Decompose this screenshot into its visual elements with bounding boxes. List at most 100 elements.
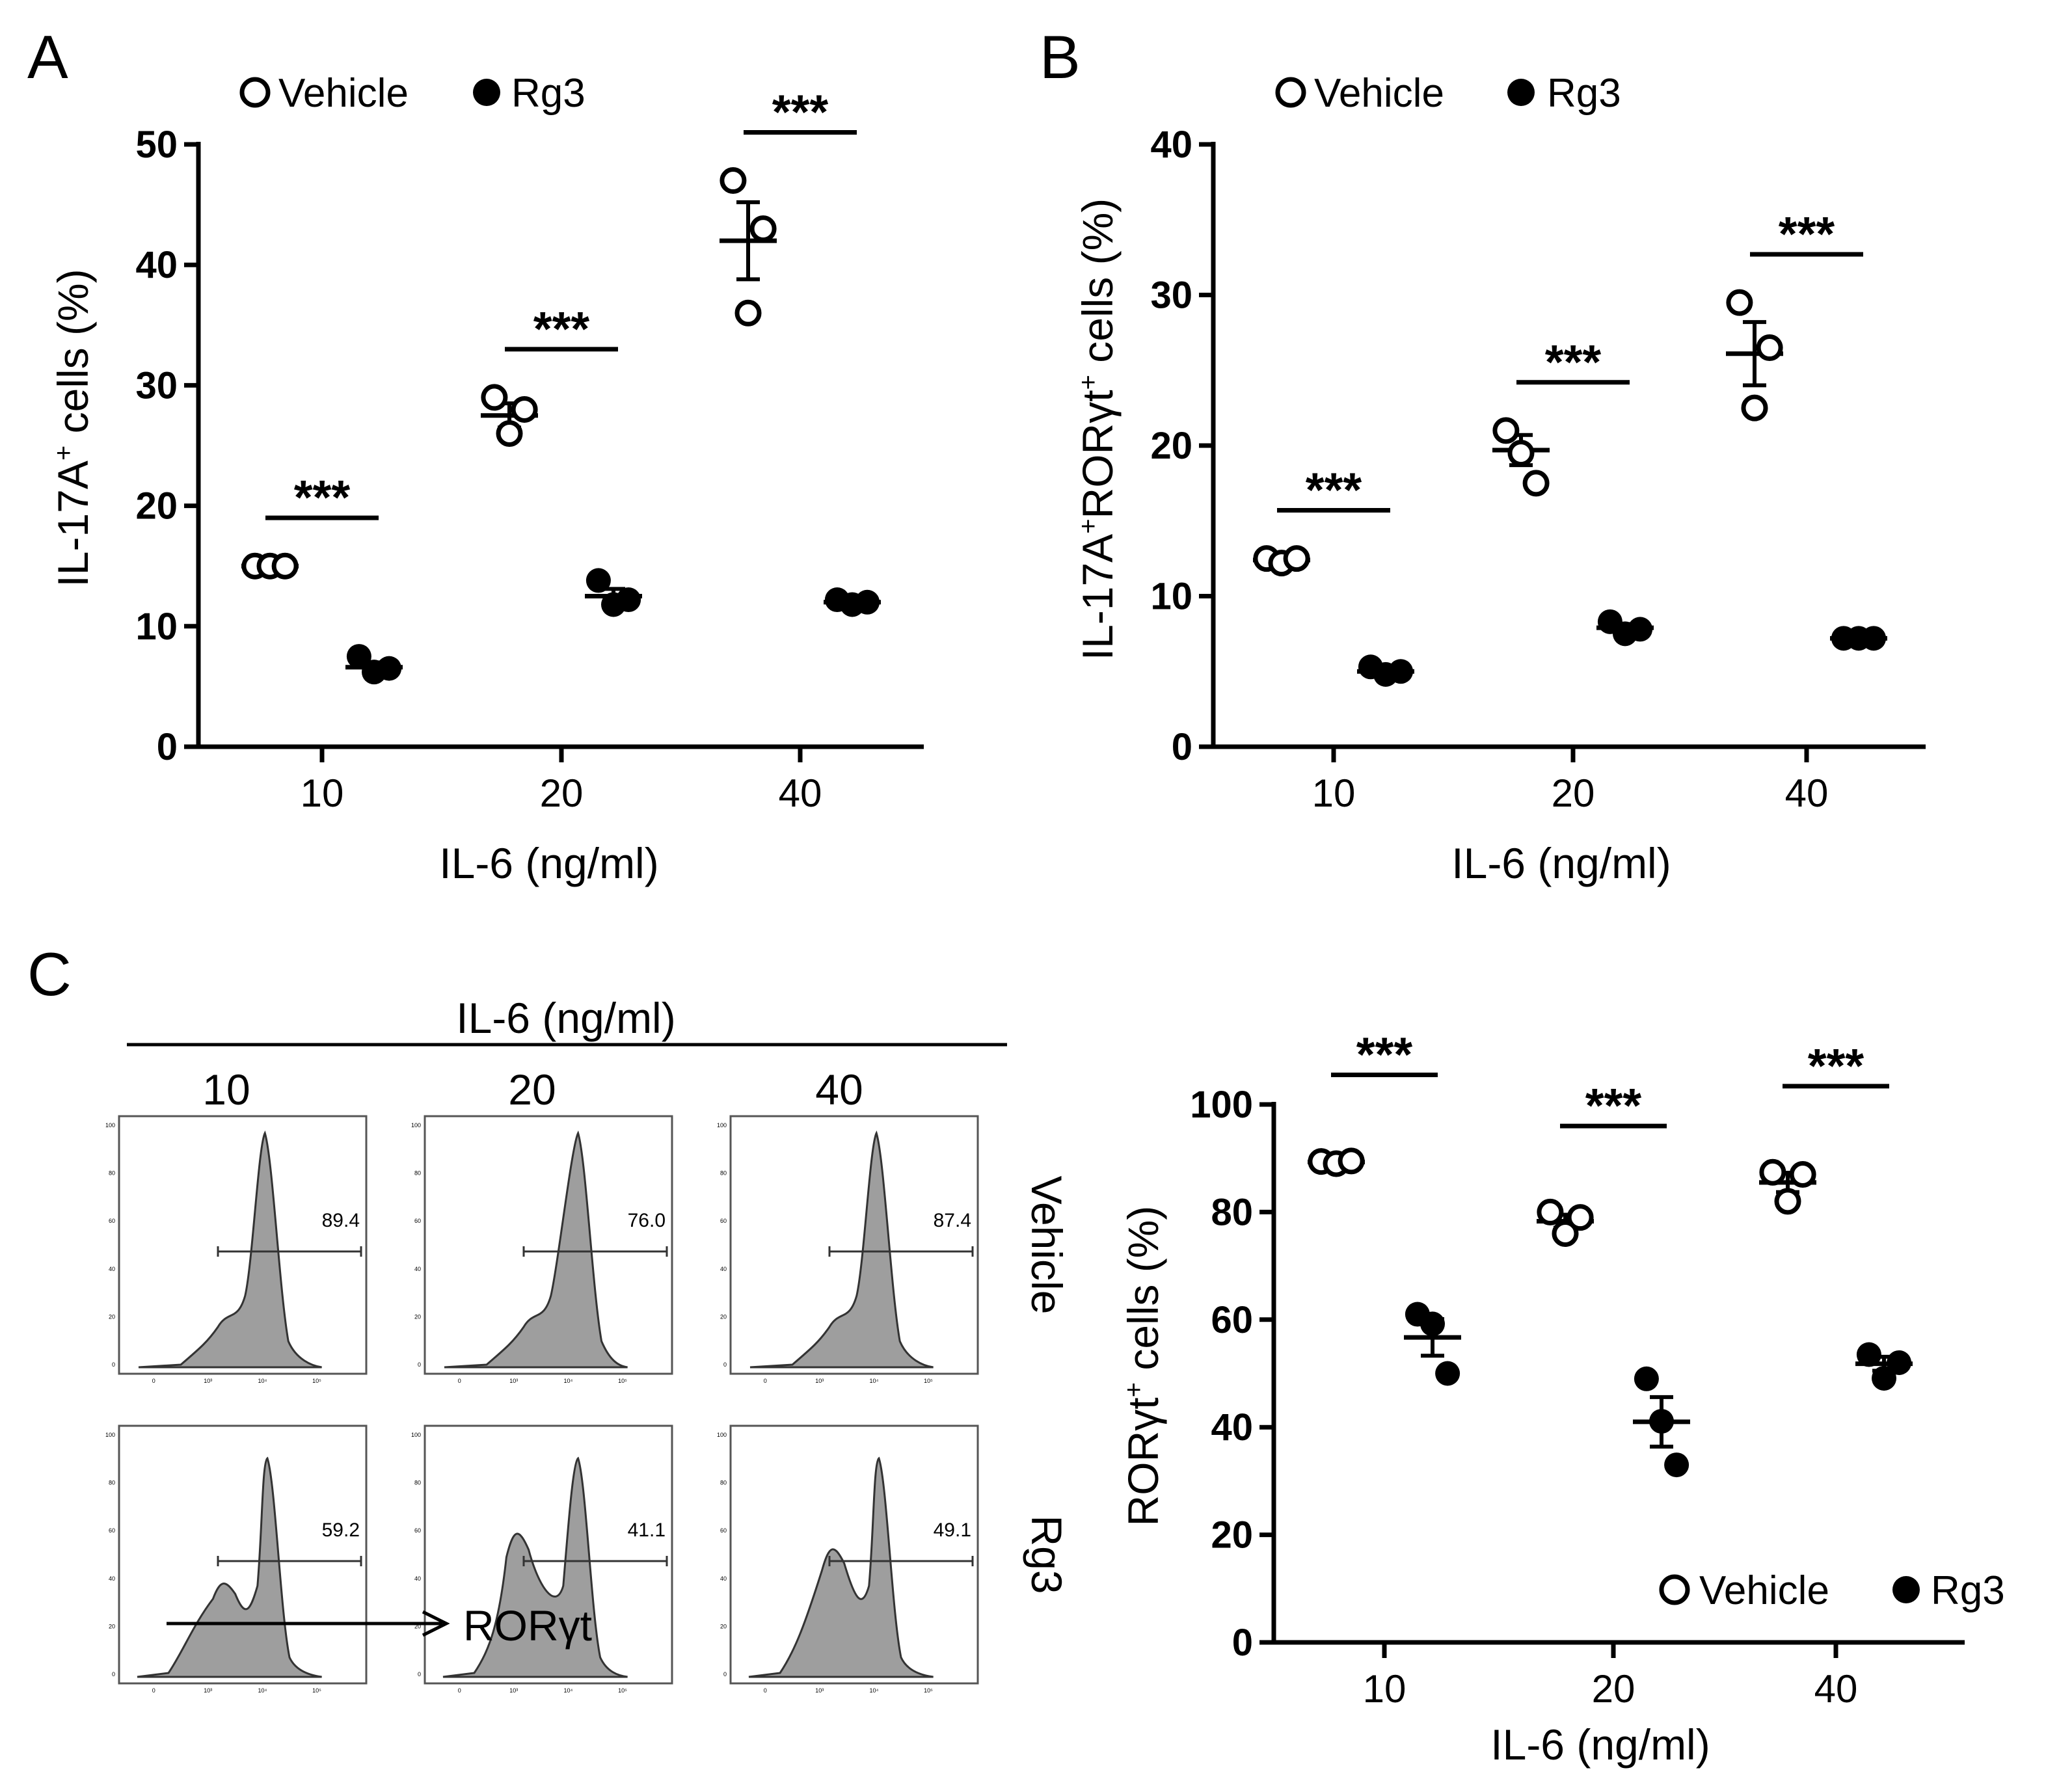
vehicle-point	[496, 420, 523, 447]
panel-letter-a: A	[27, 23, 68, 91]
x-tick-label: 10	[1312, 771, 1356, 815]
flow-histogram-grid: 10 20 40 Vehicle Rg3 100 80 60 40 20 0 0 10³ 10⁴ 10⁵ 89…	[105, 1065, 1071, 1694]
histogram-y-tick-label: 80	[109, 1170, 115, 1177]
histogram-y-tick-label: 100	[105, 1122, 115, 1129]
histogram-y-tick-label: 100	[411, 1122, 421, 1129]
histogram-y-tick-label: 0	[112, 1361, 115, 1368]
histogram-y-tick-label: 40	[720, 1575, 727, 1582]
histogram-y-tick-label: 20	[720, 1313, 727, 1320]
vehicle-point	[511, 395, 538, 423]
histogram-y-tick-label: 20	[414, 1313, 421, 1320]
histogram-y-tick-label: 40	[414, 1575, 421, 1582]
histogram-x-tick-label: 10⁵	[924, 1378, 933, 1384]
histogram-y-tick-label: 100	[717, 1122, 727, 1129]
gate-percentage: 89.4	[322, 1210, 360, 1231]
panel-letter-c: C	[27, 940, 72, 1008]
vehicle-point	[1741, 394, 1768, 421]
histogram-y-tick-label: 0	[112, 1671, 115, 1678]
significance-label: ***	[1585, 1078, 1642, 1132]
significance-label: ***	[772, 85, 829, 139]
histogram-y-tick-label: 100	[717, 1432, 727, 1438]
x-axis-label-a: IL-6 (ng/ml)	[439, 839, 658, 887]
vehicle-point	[481, 384, 508, 411]
legend-rg3-label: Rg3	[1547, 71, 1621, 116]
histogram-x-tick-label: 0	[764, 1378, 767, 1384]
x-tick-label: 10	[301, 771, 344, 815]
significance-label: ***	[1545, 335, 1602, 389]
legend-rg3-marker	[1507, 79, 1535, 106]
rg3-point	[1649, 1409, 1674, 1434]
histogram-curve	[748, 1456, 934, 1678]
vehicle-point	[1492, 417, 1520, 444]
histogram-x-tick-label: 10⁴	[258, 1687, 267, 1694]
y-axis-label-b: IL-17A+RORγt+ cells (%)	[1073, 198, 1122, 661]
histogram-y-tick-label: 40	[109, 1575, 115, 1582]
y-tick-label: 40	[1211, 1406, 1253, 1449]
histogram-x-tick-label: 10³	[815, 1687, 824, 1694]
vehicle-point	[1338, 1147, 1365, 1175]
y-tick-label: 10	[135, 606, 178, 648]
x-tick-label: 20	[1552, 771, 1595, 815]
histogram-y-tick-label: 60	[720, 1218, 727, 1224]
rg3-point	[1887, 1350, 1912, 1375]
vehicle-point	[1552, 1220, 1579, 1247]
gate-percentage: 76.0	[628, 1210, 666, 1231]
histogram-y-tick-label: 20	[414, 1623, 421, 1629]
histogram-y-tick-label: 0	[723, 1671, 727, 1678]
y-tick-label: 50	[135, 124, 178, 166]
y-tick-label: 10	[1150, 576, 1192, 618]
vehicle-point	[734, 299, 762, 327]
histogram-x-tick-label: 10³	[509, 1378, 518, 1384]
y-tick-label: 0	[1232, 1622, 1253, 1664]
y-tick-label: 80	[1211, 1191, 1253, 1233]
histogram-x-tick-label: 10³	[815, 1378, 824, 1384]
vehicle-point	[1283, 545, 1310, 572]
histogram-x-tick-label: 10³	[509, 1687, 518, 1694]
rg3-point	[346, 644, 371, 669]
legend-vehicle-marker	[1659, 1574, 1690, 1605]
histogram-x-tick-label: 10⁴	[869, 1687, 878, 1694]
y-tick-label: 40	[1150, 124, 1192, 166]
histogram-x-tick-label: 10⁴	[563, 1378, 572, 1384]
plot-c: 0 20 40 60 80 100 10 20 40 *** *** ***	[1190, 1028, 1965, 1711]
histogram-curve	[749, 1130, 934, 1369]
y-tick-label: 20	[1211, 1514, 1253, 1557]
flow-column-label: 10	[202, 1065, 250, 1114]
histogram-y-tick-label: 0	[723, 1361, 727, 1368]
histogram-y-tick-label: 40	[414, 1266, 421, 1272]
vehicle-point	[1789, 1161, 1816, 1188]
panel-b: B Vehicle Rg3 0 10 20 30 40 10 20 40 *** *** *** I…	[1040, 23, 1926, 887]
histogram-y-tick-label: 0	[418, 1361, 421, 1368]
vehicle-point	[1756, 334, 1783, 362]
rg3-point	[1435, 1361, 1460, 1386]
histogram-y-tick-label: 20	[109, 1623, 115, 1629]
vehicle-point	[1522, 470, 1550, 497]
arrow-head	[422, 1610, 450, 1637]
histogram-y-tick-label: 80	[720, 1480, 727, 1486]
y-tick-label: 20	[1150, 425, 1192, 467]
histogram-x-tick-label: 10⁵	[312, 1687, 321, 1694]
y-tick-label: 40	[135, 244, 178, 286]
flow-column-label: 40	[815, 1065, 863, 1114]
flow-row-label: Vehicle	[1023, 1176, 1071, 1315]
y-tick-label: 60	[1211, 1299, 1253, 1341]
significance-label: ***	[294, 470, 351, 524]
vehicle-point	[271, 552, 299, 580]
histogram-curve	[442, 1456, 628, 1678]
histogram-y-tick-label: 20	[109, 1313, 115, 1320]
histogram-x-tick-label: 0	[152, 1687, 155, 1694]
legend-vehicle-marker	[1275, 77, 1306, 108]
histogram-x-tick-label: 0	[152, 1378, 155, 1384]
legend-vehicle-label: Vehicle	[1699, 1568, 1829, 1613]
flow-x-axis-arrow	[167, 1610, 450, 1637]
vehicle-point	[1537, 1198, 1564, 1225]
rg3-point	[1664, 1452, 1689, 1478]
y-tick-label: 20	[135, 485, 178, 528]
x-tick-label: 20	[1592, 1667, 1635, 1711]
histogram-x-tick-label: 0	[458, 1687, 461, 1694]
significance-label: ***	[1808, 1039, 1864, 1093]
histogram-y-tick-label: 60	[109, 1527, 115, 1534]
histogram-x-tick-label: 0	[458, 1378, 461, 1384]
legend-rg3-marker	[473, 79, 500, 106]
y-axis-label-c: RORγt+ cells (%)	[1119, 1206, 1167, 1527]
